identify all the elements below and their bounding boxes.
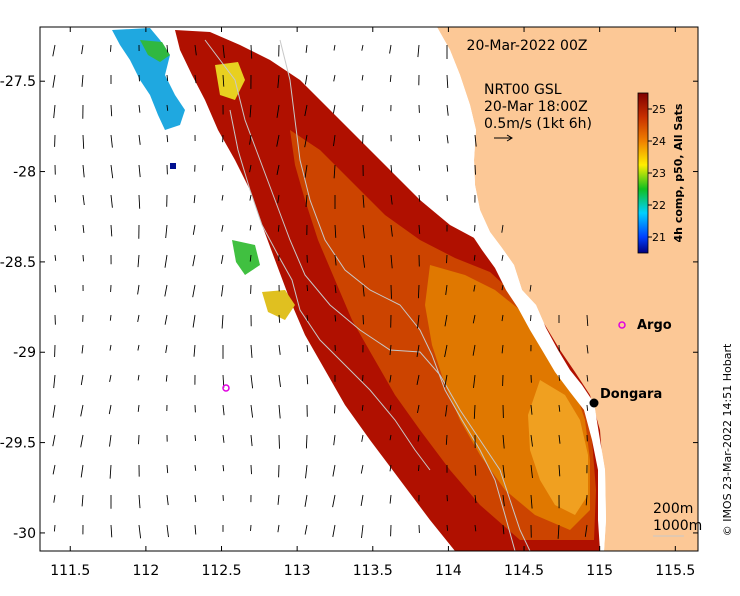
map-area: [40, 27, 698, 551]
current-vector: [559, 375, 560, 381]
x-tick-label: 111.5: [50, 563, 90, 579]
credit-text: © IMOS 23-Mar-2022 14:51 Hobart: [721, 343, 734, 536]
x-tick-label: 115.5: [655, 563, 695, 579]
current-vector: [139, 75, 140, 81]
y-tick-label: -28: [13, 165, 36, 181]
current-vector: [251, 525, 252, 531]
current-vector: [55, 195, 56, 202]
current-vector: [475, 165, 476, 175]
x-tick-label: 112.5: [201, 563, 241, 579]
current-vector: [195, 435, 196, 441]
colorbar-tick-label: 23: [652, 167, 666, 180]
current-vector: [111, 45, 112, 52]
current-info-line2: 20-Mar 18:00Z: [484, 99, 588, 115]
current-vector: [447, 255, 448, 263]
current-vector: [251, 465, 252, 474]
current-vector: [587, 405, 588, 411]
current-vector: [195, 105, 196, 112]
current-vector: [139, 435, 140, 444]
argo-label: Argo: [637, 318, 672, 333]
x-tick-label: 113.5: [353, 563, 393, 579]
y-tick-label: -29.5: [0, 436, 36, 452]
current-vector: [475, 225, 476, 231]
colorbar-tick-label: 25: [652, 103, 666, 116]
dongara-marker: [590, 399, 599, 408]
current-vector: [419, 465, 420, 471]
y-tick-label: -27.5: [0, 74, 36, 90]
current-vector: [306, 435, 307, 448]
current-vector: [307, 285, 308, 291]
y-tick-label: -29: [13, 345, 36, 361]
current-vector: [335, 405, 336, 413]
current-vector: [391, 285, 392, 299]
colorbar-tick-label: 24: [652, 135, 666, 148]
depth-legend-200m: 200m: [653, 501, 693, 517]
current-info-line1: NRT00 GSL: [484, 82, 562, 98]
x-tick-label: 112: [133, 563, 160, 579]
y-tick-label: -30: [13, 526, 36, 542]
colorbar-label: 4h comp, p50, All Sats: [672, 103, 685, 242]
x-tick-label: 113: [284, 563, 311, 579]
date-label: 20-Mar-2022 00Z: [467, 38, 588, 54]
x-tick-label: 115: [586, 563, 613, 579]
colorbar-tick-label: 21: [652, 231, 666, 244]
colorbar: [638, 93, 648, 253]
colorbar-tick-label: 22: [652, 199, 666, 212]
dongara-label: Dongara: [600, 387, 662, 402]
current-vector: [419, 135, 420, 141]
current-vector: [83, 255, 84, 261]
current-vector: [363, 375, 364, 381]
current-info-line3: 0.5m/s (1kt 6h): [484, 116, 592, 132]
current-vector: [531, 315, 532, 321]
x-tick-label: 114.5: [504, 563, 544, 579]
x-tick-label: 114: [435, 563, 462, 579]
current-vector: [418, 285, 419, 298]
current-vector: [447, 525, 448, 531]
current-vector: [363, 315, 364, 324]
y-tick-label: -28.5: [0, 255, 36, 271]
depth-legend-1000m: 1000m: [653, 518, 702, 534]
current-vector: [54, 525, 55, 531]
sst-pixel-dark: [170, 163, 176, 169]
current-vector: [279, 435, 280, 449]
